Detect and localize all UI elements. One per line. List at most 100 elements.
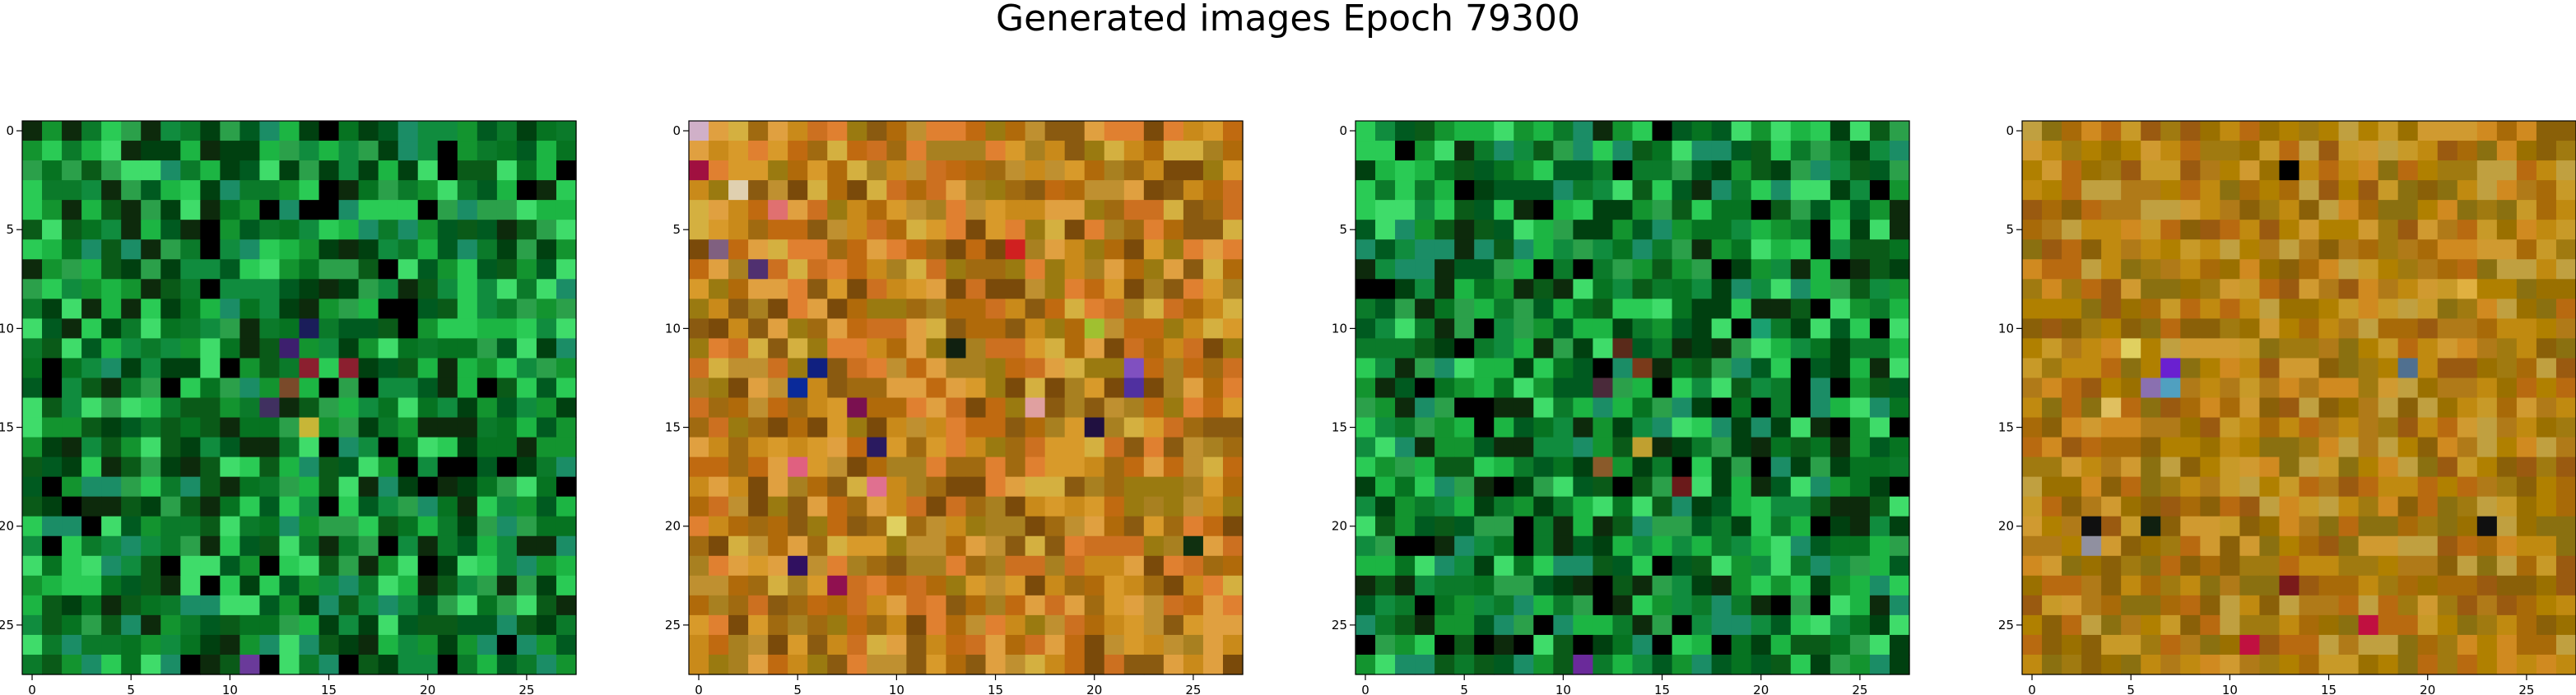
pixel-cell [200,555,221,577]
pixel-cell [2299,456,2320,478]
pixel-cell [437,397,458,419]
pixel-cell [2160,338,2181,359]
pixel-cell [2239,180,2261,201]
pixel-cell [2042,239,2062,260]
pixel-cell [1553,160,1574,181]
pixel-cell [1593,141,1614,161]
pixel-cell [2457,279,2478,299]
pixel-cell [2299,378,2320,399]
pixel-cell [1770,516,1792,537]
pixel-cell [1143,535,1165,557]
pixel-cell [1183,200,1204,220]
pixel-cell [1494,575,1514,596]
pixel-cell [886,299,907,319]
pixel-cell [1183,239,1204,260]
pixel-cell [2279,654,2300,675]
pixel-cell [536,259,557,280]
pixel-cell [2516,397,2537,419]
pixel-cell [2318,358,2340,379]
pixel-cell [2318,121,2340,141]
pixel-cell [1731,476,1752,498]
pixel-cell [220,575,240,596]
pixel-cell [709,476,729,498]
pixel-cell [709,259,729,280]
pixel-cell [62,634,82,656]
pixel-cell [689,516,709,537]
pixel-cell [2437,654,2458,675]
y-tick-label: 20 [665,519,681,534]
pixel-cell [965,378,987,399]
pixel-cell [1355,318,1376,339]
pixel-cell [1770,575,1792,596]
pixel-cell [2358,654,2379,675]
pixel-cell [101,318,122,339]
pixel-cell [2062,239,2082,260]
pixel-cell [516,654,537,675]
pixel-cell [886,496,907,517]
pixel-cell [1849,180,1871,201]
pixel-cell [2160,437,2181,458]
pixel-cell [926,614,947,636]
pixel-cell [2536,654,2557,675]
pixel-cell [1064,338,1086,359]
pixel-cell [1202,634,1224,656]
pixel-cell [2417,476,2439,498]
pixel-cell [1731,634,1752,656]
pixel-cell [1415,476,1435,498]
pixel-cell [1064,180,1086,201]
pixel-cell [299,259,320,280]
pixel-cell [946,614,967,636]
pixel-cell [2417,516,2439,537]
pixel-cell [2496,378,2518,399]
pixel-cell [2101,180,2122,201]
pixel-cell [1612,220,1634,240]
pixel-cell [2437,417,2458,438]
pixel-cell [1612,397,1634,419]
pixel-cell [1573,299,1594,319]
pixel-cell [1183,141,1204,161]
pixel-cell [807,358,828,379]
pixel-cell [1830,654,1851,675]
pixel-cell [748,595,769,616]
pixel-cell [457,378,478,399]
pixel-cell [1143,220,1165,240]
pixel-cell [2200,476,2220,498]
pixel-cell [1810,180,1831,201]
pixel-cell [2062,338,2082,359]
pixel-cell [2437,180,2458,201]
pixel-cell [81,595,102,616]
pixel-cell [946,654,967,675]
pixel-cell [1434,220,1455,240]
pixel-cell [1375,397,1396,419]
pixel-cell [1533,141,1554,161]
pixel-cell [847,259,867,280]
pixel-cell [1202,614,1224,636]
pixel-cell [1711,456,1732,478]
pixel-cell [1454,279,1475,299]
pixel-cell [1632,318,1653,339]
pixel-cell [689,220,709,240]
pixel-cell [1084,338,1105,359]
pixel-cell [1494,220,1514,240]
pixel-cell [536,456,557,478]
pixel-cell [2141,141,2161,161]
pixel-cell [1790,200,1811,220]
pixel-cell [1652,535,1673,557]
pixel-cell [319,338,340,359]
pixel-cell [417,239,439,260]
pixel-cell [378,141,399,161]
pixel-cell [1434,476,1455,498]
pixel-cell [1770,456,1792,478]
pixel-cell [1672,397,1693,419]
pixel-cell [1691,634,1713,656]
pixel-cell [1573,456,1594,478]
pixel-cell [1163,476,1184,498]
pixel-cell [1064,456,1086,478]
pixel-cell [319,516,340,537]
pixel-cell [768,437,788,458]
pixel-cell [2496,121,2518,141]
pixel-cell [867,496,887,517]
pixel-cell [536,595,557,616]
pixel-cell [1869,141,1890,161]
